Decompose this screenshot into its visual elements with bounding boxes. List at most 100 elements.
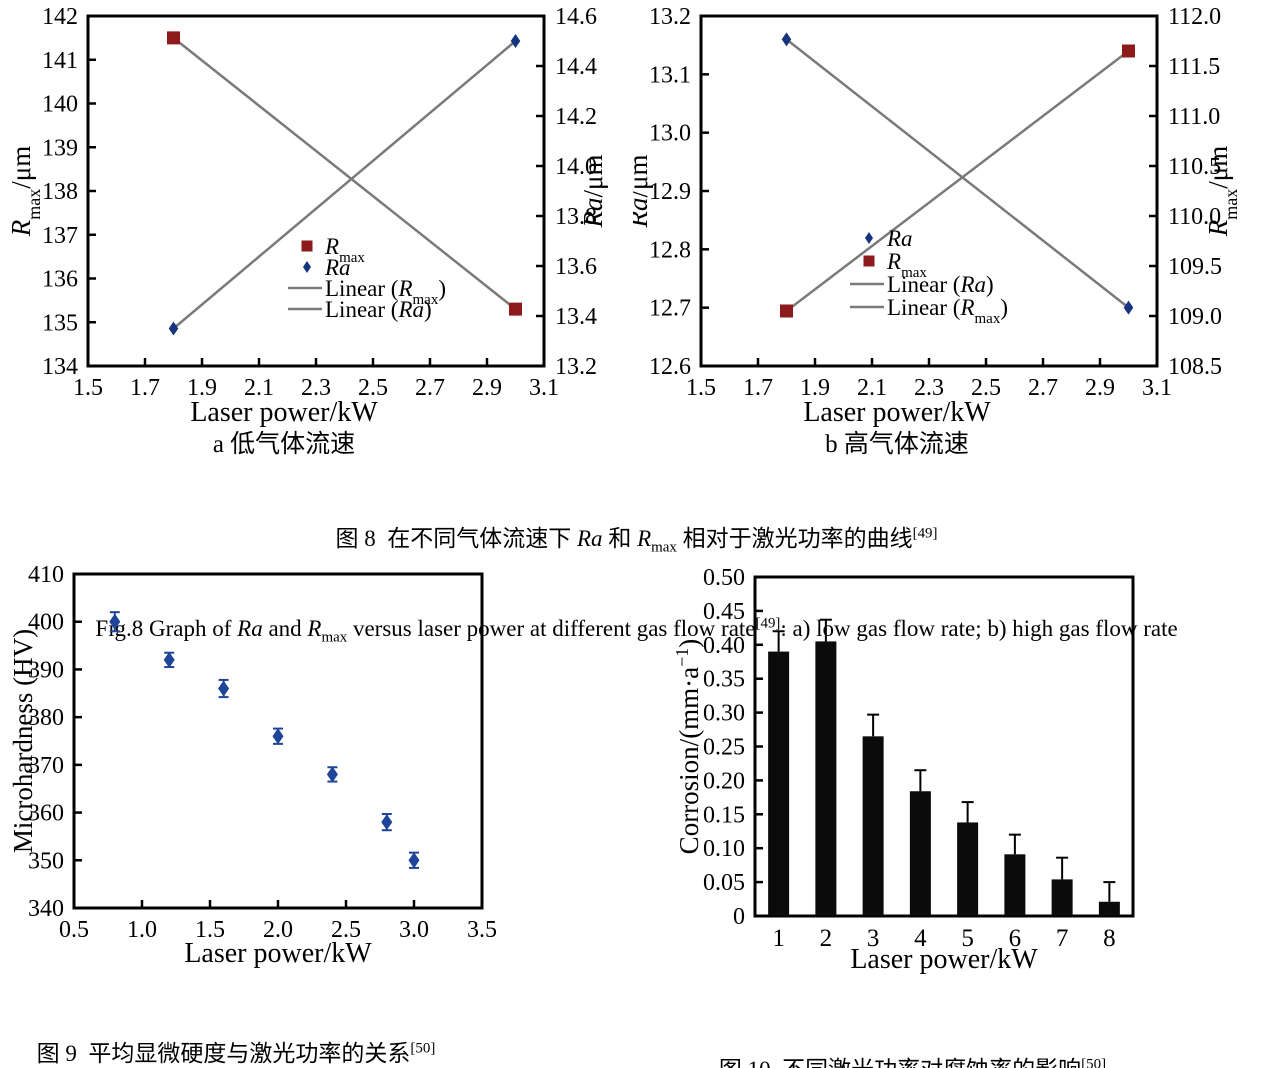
y-tick-label: 136 [42, 267, 78, 293]
y-tick-label: 142 [42, 4, 78, 30]
x-tick-label: 2.7 [415, 375, 445, 401]
y-tick-label: 14.2 [555, 104, 597, 130]
point-diamond [218, 680, 230, 697]
y-tick-label: 13.0 [649, 121, 691, 147]
x-tick-label: 3.0 [399, 917, 429, 943]
y-axis-left: 0 0.05 0.10 0.15 0.20 0.25 0.30 0.35 0.40 0.45 0.5… [672, 565, 763, 930]
x-tick-label: 1.5 [195, 917, 225, 943]
point-diamond [510, 34, 521, 48]
fit-line [785, 50, 1130, 312]
plot-border [753, 575, 1135, 918]
y-tick-label: 140 [42, 92, 78, 118]
x-tick-label: 1.9 [800, 375, 830, 401]
y-tick-label: 13.2 [649, 4, 691, 30]
y-tick-label: 0.45 [703, 599, 745, 625]
legend-marker [301, 240, 313, 252]
y-tick-label: 12.6 [649, 354, 691, 380]
x-tick-label: 2.1 [244, 375, 274, 401]
x-axis: 1.5 1.7 1.9 2.1 2.3 2.5 2.7 2.9 3.1 Laser power/k… [73, 358, 559, 458]
y-tick-label: 13.8 [555, 204, 597, 230]
point-diamond [326, 766, 338, 783]
y-tick-label: 390 [28, 657, 64, 683]
fig8a-plot: 1.5 1.7 1.9 2.1 2.3 2.5 2.7 2.9 3.1 Laser power/k… [6, 4, 608, 458]
bar [909, 791, 931, 916]
fit-line [172, 40, 517, 330]
x-tick-label: 2.3 [914, 375, 944, 401]
point-diamond [781, 32, 792, 47]
legend-label: Linear (Rmax) [325, 276, 446, 308]
x-tick-label: 0.5 [59, 917, 89, 943]
bar [862, 736, 884, 916]
legend-label: Linear (Ra) [325, 297, 432, 322]
legend-marker [865, 232, 873, 244]
point-diamond [109, 613, 121, 630]
x-tick-label: 3.1 [1142, 375, 1172, 401]
fig8b-high-gas-flow-chart: 1.5 1.7 1.9 2.1 2.3 2.5 2.7 2.9 3.1 Laser power/k… [633, 4, 1241, 458]
y-tick-label: 110.5 [1168, 154, 1221, 180]
legend-label: Ra [324, 255, 351, 280]
y-tick-label: 350 [28, 848, 64, 874]
y-tick-label: 0.35 [703, 667, 745, 693]
y-tick-label: 0.25 [703, 735, 745, 761]
x-tick-label: 2.1 [857, 375, 887, 401]
series-Ra [168, 34, 521, 336]
x-tick-label: 3.1 [529, 375, 559, 401]
y-tick-label: 12.8 [649, 237, 691, 263]
y-tick-label: 13.4 [555, 304, 597, 330]
fig9-caption-zh: 图 9 平均显微硬度与激光功率的关系[50] [36, 1040, 436, 1066]
bar [1051, 879, 1073, 916]
y-tick-label: 112.0 [1168, 4, 1221, 30]
y-tick-label: 14.4 [555, 54, 597, 80]
y-tick-label: 0.10 [703, 836, 745, 862]
y-tick-label: 12.7 [649, 296, 691, 322]
legend-label: Linear (Rmax) [887, 295, 1008, 327]
x-tick-label: 2.9 [472, 375, 502, 401]
y-tick-label: 0.20 [703, 768, 745, 794]
y-tick-label: 0.05 [703, 870, 745, 896]
x-tick-label: 7 [1056, 925, 1069, 952]
y-axis-title: Rmax/μm [1203, 146, 1241, 237]
y-tick-label: 111.5 [1168, 54, 1220, 80]
fig9-plot: 0.5 1.0 1.5 2.0 2.5 3.0 3.5 Laser power/kW 340 35… [8, 562, 497, 969]
y-tick-label: 14.0 [555, 154, 597, 180]
x-axis: 1.5 1.7 1.9 2.1 2.3 2.5 2.7 2.9 3.1 Laser power/k… [686, 358, 1172, 458]
x-tick-label: 2.7 [1028, 375, 1058, 401]
point-diamond [163, 651, 175, 668]
y-axis-title: Microhardness (HV) [8, 629, 38, 853]
y-tick-label: 13.1 [649, 62, 691, 88]
legend-marker [863, 255, 875, 267]
y-tick-label: 108.5 [1168, 354, 1222, 380]
series-Rmax [167, 31, 522, 316]
fig8-caption-en: Fig.8 Graph of Ra and Rmax versus laser … [95, 615, 1178, 646]
y-axis-left: 12.6 12.7 12.8 12.9 13.0 13.1 13.2 Ra/μm [633, 4, 709, 380]
fig8a-low-gas-flow-chart: 1.5 1.7 1.9 2.1 2.3 2.5 2.7 2.9 3.1 Laser power/k… [6, 4, 608, 458]
x-tick-label: 3 [867, 925, 880, 952]
bar [1098, 901, 1120, 916]
series-Microhardness [109, 611, 420, 869]
x-tick-label: 8 [1103, 925, 1116, 952]
x-tick-label: 1.5 [686, 375, 716, 401]
legend-label: Ra [886, 226, 913, 251]
legend-label: Linear (Ra) [887, 272, 994, 297]
y-tick-label: 410 [28, 562, 64, 588]
fit-line [172, 36, 517, 311]
x-tick-label: 1.7 [130, 375, 160, 401]
series-Rmax [780, 44, 1135, 318]
x-tick-label: 1.5 [73, 375, 103, 401]
point-square [509, 302, 522, 316]
panel-subcaption: a 低气体流速 [213, 430, 355, 458]
x-tick-label: 2.9 [1085, 375, 1115, 401]
x-tick-label: 2.5 [331, 917, 361, 943]
x-axis-title: Laser power/kW [850, 944, 1038, 975]
x-tick-label: 1 [772, 925, 785, 952]
bar [768, 651, 790, 916]
y-axis-title: Corrosion/(mm·a−1) [672, 639, 704, 855]
fig9-caption: 图 9 平均显微硬度与激光功率的关系[50] Fig.9 Plot of ave… [10, 981, 462, 1068]
fig8-caption: 图 8 在不同气体流速下 Ra 和 Rmax 相对于激光功率的曲线[49] Fi… [0, 464, 1273, 704]
x-tick-label: 2 [820, 925, 833, 952]
point-square [1122, 44, 1135, 58]
